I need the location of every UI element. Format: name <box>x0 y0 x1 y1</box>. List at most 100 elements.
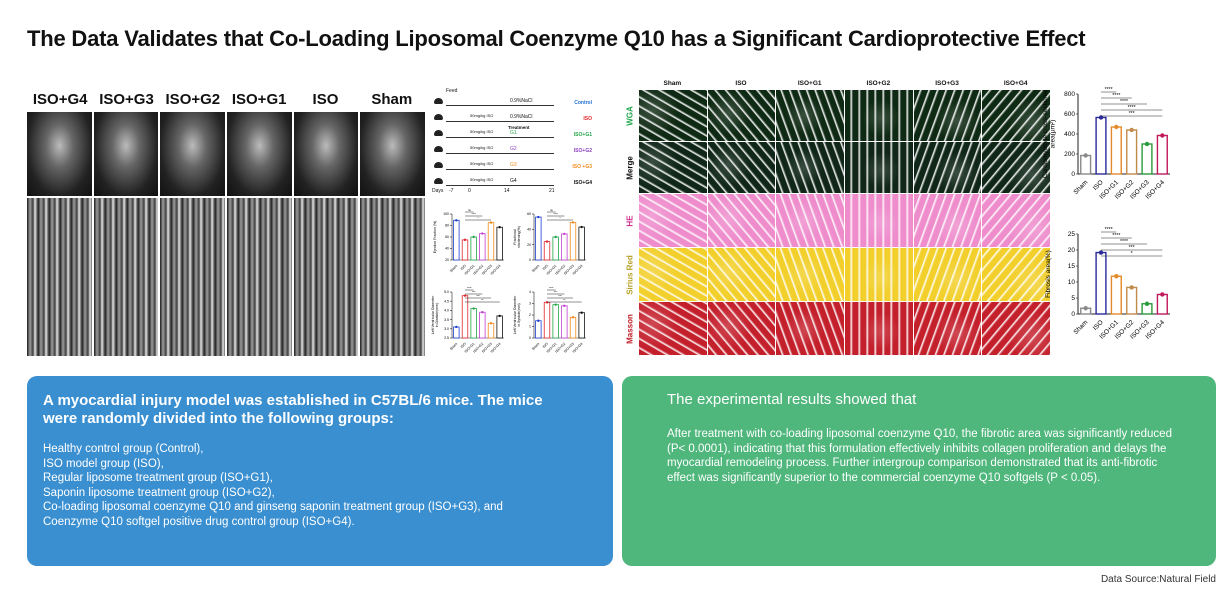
histology-column-label: ISO <box>735 80 747 87</box>
y-tick-label: 2.5 <box>444 336 449 340</box>
histology-grid: Sham ISO ISO+G1 ISO+G2 ISO+G3 ISO+G4 WGA… <box>622 80 1051 362</box>
mouse-icon <box>434 98 443 104</box>
data-point <box>537 215 540 219</box>
data-point <box>463 294 467 297</box>
bar <box>1110 126 1122 175</box>
mouse-icon <box>434 178 443 184</box>
significance-label: ** <box>563 298 566 302</box>
echo-image <box>93 112 159 356</box>
treatment-label: G1 <box>510 130 517 136</box>
y-tick-label: 4.5 <box>444 299 449 303</box>
x-tick-label: ISO <box>460 342 467 349</box>
chart-lvid-diastole: 2.5 3.0 3.5 4.0 4.5 5.0 Left Ventricular Diame… <box>430 284 510 360</box>
data-point <box>571 221 575 224</box>
y-tick-label: 0 <box>529 258 531 262</box>
bar <box>552 236 559 261</box>
data-point <box>455 219 458 222</box>
data-point <box>563 232 566 236</box>
y-axis-label: Fibrosis area(%) <box>1045 250 1052 298</box>
data-point <box>1129 127 1134 133</box>
dose-label: 50mg/kg ISO <box>470 161 494 166</box>
y-tick-label: 0 <box>1071 311 1075 318</box>
echo-image <box>27 112 92 356</box>
histology-column-label: Sham <box>663 80 682 87</box>
bar <box>1126 286 1138 315</box>
data-point <box>481 232 484 235</box>
y-tick-label: 60 <box>445 235 449 239</box>
group-item: Co-loading liposomal coenzyme Q10 and gi… <box>43 501 503 528</box>
histology-image <box>845 194 913 247</box>
echo-label: ISO <box>312 91 339 108</box>
histology-image <box>776 302 845 355</box>
day-tick: 0 <box>468 188 471 194</box>
bar <box>543 241 551 261</box>
echocardiography-panel: ISO+G4 ISO+G3 ISO+G2 ISO+G1 ISO Sham <box>27 88 426 356</box>
methods-heading: A myocardial injury model was establishe… <box>43 392 543 427</box>
stain-label: Merge <box>625 155 635 180</box>
data-point <box>554 235 557 239</box>
x-tick-label: ISO+G1 <box>464 342 476 354</box>
mouse-icon <box>434 114 443 120</box>
histology-column-label: ISO+G3 <box>935 80 959 87</box>
chart-svg: 2.5 3.0 3.5 4.0 4.5 5.0 Left Ventricular Diame… <box>431 286 504 354</box>
histology-row: Masson <box>622 302 1051 355</box>
histology-image <box>639 142 707 193</box>
data-point <box>455 325 458 329</box>
data-point <box>489 221 493 224</box>
y-tick-label: 0 <box>529 336 531 340</box>
data-point <box>537 319 540 322</box>
bar <box>1095 116 1107 175</box>
echo-label: ISO+G4 <box>32 91 88 108</box>
y-tick-label: 5.0 <box>444 290 449 294</box>
bar <box>569 222 577 261</box>
y-tick-label: 4 <box>529 290 531 294</box>
histology-image <box>982 194 1051 247</box>
data-point <box>1083 153 1088 158</box>
bar <box>578 226 585 261</box>
significance-label: **** <box>471 212 476 216</box>
data-point <box>545 240 549 243</box>
dose-label: 50mg/kg ISO <box>470 113 494 118</box>
stain-label: HE <box>625 214 635 227</box>
x-tick-label: ISO+G1 <box>464 264 476 276</box>
feed-label: Feed <box>446 88 458 94</box>
mouse-icon <box>434 146 443 152</box>
group-label: Control <box>574 100 592 106</box>
bar <box>535 320 542 339</box>
echo-label: ISO+G3 <box>99 91 154 108</box>
histology-image <box>639 90 707 141</box>
data-point <box>580 311 583 314</box>
histology-image <box>913 90 982 141</box>
histology-image <box>776 248 845 301</box>
y-tick-label: 40 <box>445 247 449 251</box>
bar <box>552 304 559 339</box>
echo-image <box>293 112 359 356</box>
significance-label: ns <box>550 208 554 212</box>
treatment-label: 0.9%NaCl <box>510 98 533 104</box>
echo-label: ISO+G1 <box>231 91 287 108</box>
x-tick-label: ISO+G4 <box>572 342 584 354</box>
data-point <box>1098 115 1104 120</box>
group-label: ISO <box>583 116 592 122</box>
methods-box: A myocardial injury model was establishe… <box>27 376 613 566</box>
bar <box>487 322 495 339</box>
data-point <box>1144 141 1150 147</box>
data-point <box>545 301 549 304</box>
y-tick-label: 3 <box>529 302 531 306</box>
data-point <box>489 322 493 325</box>
bar <box>578 312 585 339</box>
bar <box>1080 154 1092 175</box>
data-point <box>1083 306 1088 311</box>
x-tick-label: ISO+G1 <box>546 264 558 276</box>
x-tick-label: ISO+G1 <box>546 342 558 354</box>
bar <box>453 219 460 261</box>
x-tick-label: Sham <box>531 342 540 351</box>
bar <box>461 239 469 261</box>
treatment-label: G2 <box>510 146 517 152</box>
chart-svg: 0 200 400 600 800 Cardiomyocyte cross-section… <box>1042 87 1170 201</box>
significance-label: *** <box>472 290 476 294</box>
significance-label: *** <box>558 294 562 298</box>
bar <box>1141 143 1153 175</box>
slide-title: The Data Validates that Co-Loading Lipos… <box>27 26 1086 51</box>
bar <box>470 308 477 339</box>
